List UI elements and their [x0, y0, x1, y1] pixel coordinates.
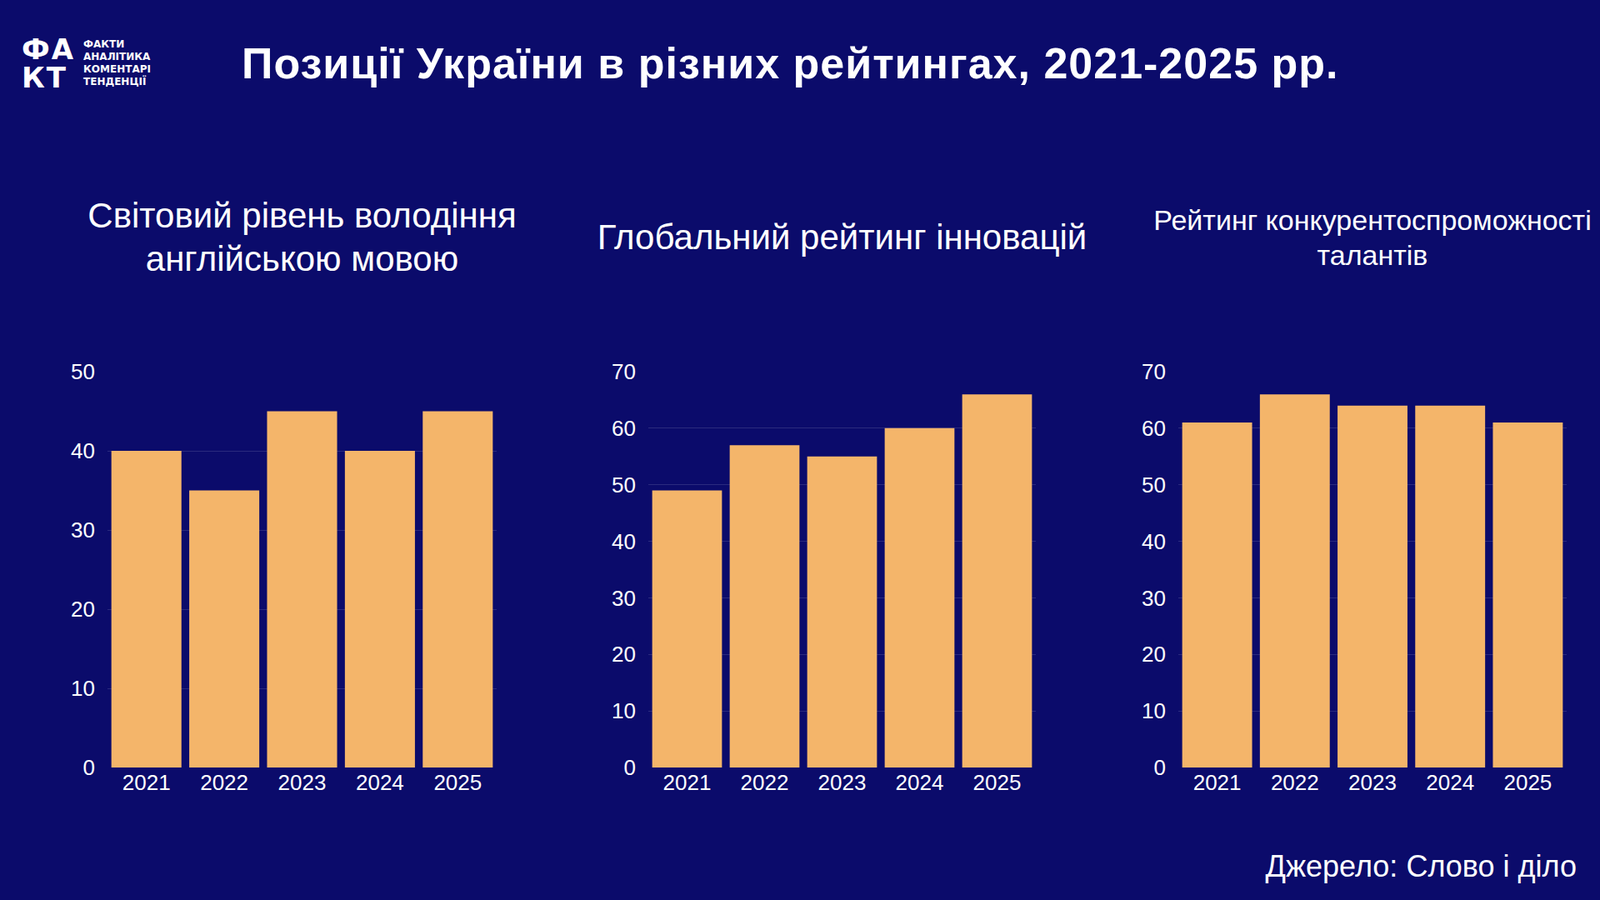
html-text:ФА: ФА: [21, 32, 75, 66]
svg-text:30: 30: [70, 517, 95, 543]
svg-text:2023: 2023: [818, 770, 867, 795]
svg-text:2021: 2021: [663, 770, 712, 795]
html-text:КТ: КТ: [21, 60, 68, 95]
svg-text:50: 50: [70, 359, 95, 385]
svg-text:20: 20: [611, 641, 636, 667]
svg-text:50: 50: [611, 472, 636, 498]
svg-text:20: 20: [1141, 641, 1166, 667]
svg-text:10: 10: [1141, 698, 1166, 724]
svg-text:2024: 2024: [895, 770, 945, 795]
html-text:КОМЕНТАРІ: КОМЕНТАРІ: [83, 63, 151, 75]
svg-text:2022: 2022: [1270, 770, 1320, 795]
svg-text:60: 60: [1141, 415, 1166, 441]
svg-text:2023: 2023: [1348, 770, 1397, 795]
svg-text:2025: 2025: [1503, 770, 1552, 795]
html-text:ФАКТИ: ФАКТИ: [83, 38, 125, 50]
svg-text:0: 0: [83, 755, 95, 780]
html-text:Світовий рівень володіння англ: Світовий рівень володіння англійською мо…: [87, 195, 517, 279]
html-text:ТЕНДЕНЦІЇ: ТЕНДЕНЦІЇ: [83, 75, 147, 88]
svg-text:30: 30: [611, 585, 636, 611]
svg-text:50: 50: [1141, 472, 1166, 498]
svg-text:2024: 2024: [1425, 770, 1475, 795]
svg-text:2025: 2025: [973, 770, 1022, 795]
svg-text:70: 70: [611, 359, 636, 385]
svg-text:2023: 2023: [278, 770, 327, 795]
html-text:Глобальний рейтинг інновацій: Глобальний рейтинг інновацій: [597, 217, 1087, 257]
svg-text:2022: 2022: [200, 770, 249, 795]
svg-text:70: 70: [1141, 359, 1166, 385]
html-text:Позиції України в різних рейти: Позиції України в різних рейтингах, 2021…: [241, 39, 1339, 88]
svg-text:0: 0: [624, 755, 636, 780]
svg-text:10: 10: [611, 698, 636, 724]
svg-text:2021: 2021: [1193, 770, 1242, 795]
html-text:АНАЛІТИКА: АНАЛІТИКА: [83, 50, 151, 63]
svg-text:40: 40: [1141, 529, 1166, 555]
svg-text:2021: 2021: [122, 770, 171, 795]
svg-text:0: 0: [1154, 755, 1166, 780]
svg-text:2025: 2025: [433, 770, 482, 795]
svg-text:2022: 2022: [740, 770, 790, 795]
svg-text:40: 40: [611, 529, 636, 555]
svg-text:60: 60: [611, 415, 636, 441]
svg-text:2024: 2024: [355, 770, 405, 795]
svg-text:10: 10: [70, 675, 95, 701]
svg-text:30: 30: [1141, 585, 1166, 611]
html-text:Джерело: Слово і діло: Джерело: Слово і діло: [1265, 849, 1577, 884]
svg-text:20: 20: [70, 596, 95, 622]
svg-text:40: 40: [70, 438, 95, 464]
html-text:Рейтинг конкурентоспроможності: Рейтинг конкурентоспроможності талантів: [1153, 203, 1592, 271]
